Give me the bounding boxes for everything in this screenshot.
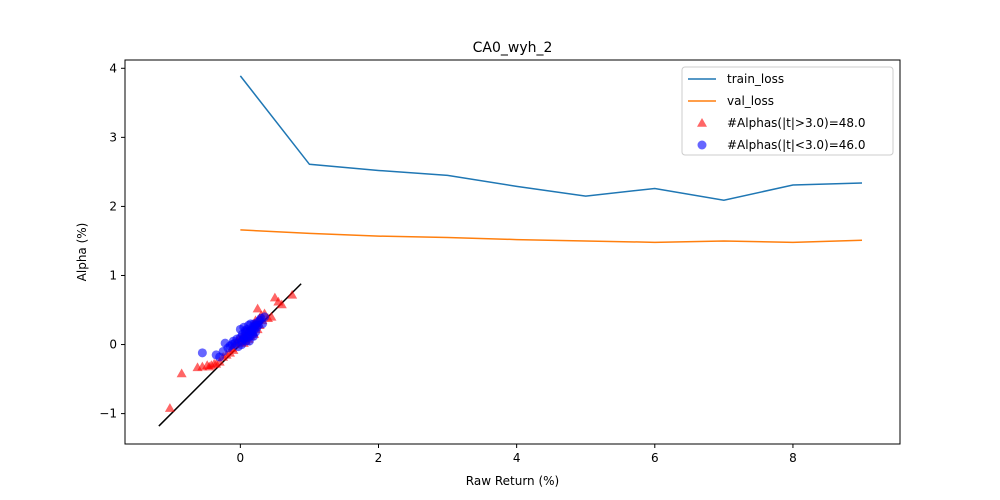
triangle-point — [211, 358, 222, 368]
x-tick-label: 2 — [375, 451, 383, 465]
y-tick-label: 3 — [109, 130, 117, 144]
circle-point — [260, 312, 270, 322]
y-tick-label: 4 — [109, 61, 117, 75]
x-axis-label: Raw Return (%) — [466, 474, 559, 488]
y-tick-label: −1 — [99, 407, 117, 421]
triangle-point — [176, 368, 187, 378]
legend-label: train_loss — [727, 72, 784, 86]
x-tick-label: 0 — [237, 451, 245, 465]
triangle-point — [266, 311, 277, 321]
x-tick-label: 8 — [789, 451, 797, 465]
triangle-point — [228, 345, 239, 354]
circle-point — [240, 326, 250, 336]
x-tick-label: 4 — [513, 451, 521, 465]
triangle-point — [204, 361, 215, 371]
plot-marks — [158, 75, 863, 427]
circle-point — [248, 331, 258, 341]
circle-point — [237, 340, 247, 350]
y-tick-label: 0 — [109, 338, 117, 352]
train-loss-line — [239, 75, 863, 201]
y-axis: −1 0 1 2 3 4 — [99, 61, 125, 421]
triangle-point — [252, 303, 263, 313]
legend-box — [681, 66, 894, 156]
legend-label: val_loss — [727, 94, 774, 108]
chart-title: CA0_wyh_2 — [473, 40, 553, 56]
circle-point — [257, 319, 267, 329]
legend-label: #Alphas(|t|>3.0)=48.0 — [727, 116, 866, 130]
val-loss-line — [240, 229, 863, 244]
y-tick-label: 2 — [109, 199, 117, 213]
plot-frame — [124, 59, 901, 445]
circle-point — [197, 348, 207, 358]
legend: train_loss val_loss #Alphas(|t|>3.0)=48.0 #… — [681, 66, 894, 156]
x-tick-label: 6 — [651, 451, 659, 465]
triangle-point — [276, 299, 287, 309]
legend-swatch — [697, 118, 707, 127]
y-axis-label: Alpha (%) — [75, 223, 89, 282]
x-axis: 0 2 4 6 8 — [237, 444, 797, 465]
triangle-point — [287, 289, 298, 299]
legend-swatch — [697, 140, 707, 150]
y-tick-label: 1 — [109, 268, 117, 282]
triangle-point — [164, 403, 175, 412]
legend-label: #Alphas(|t|<3.0)=46.0 — [727, 138, 866, 152]
